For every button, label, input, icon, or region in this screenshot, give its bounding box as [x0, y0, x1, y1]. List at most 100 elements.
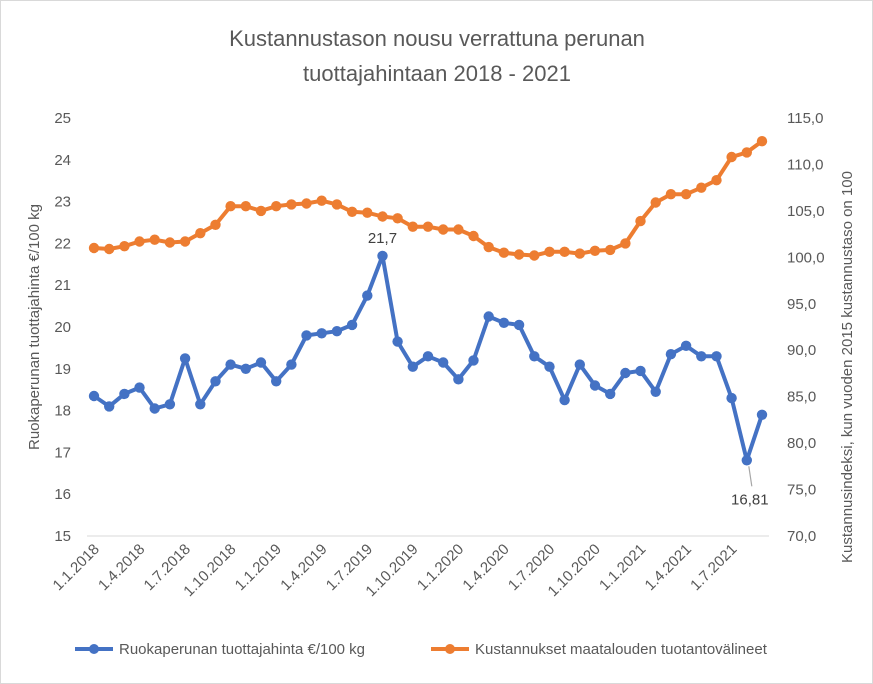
series-0-point[interactable]: [559, 394, 570, 406]
x-tick-label: 1.1.2020: [414, 541, 467, 594]
series-1-point[interactable]: [210, 219, 221, 230]
x-axis-ticks: 1.1.20181.4.20181.7.20181.10.20181.1.201…: [50, 541, 741, 600]
series-1-point[interactable]: [696, 182, 707, 193]
series-0-point[interactable]: [453, 374, 464, 385]
series-0-point[interactable]: [195, 399, 206, 410]
series-1-point[interactable]: [559, 246, 570, 257]
series-1-point[interactable]: [316, 195, 327, 206]
series-0-point[interactable]: [483, 311, 494, 322]
series-0-point[interactable]: [529, 351, 540, 362]
series-1-point[interactable]: [544, 246, 555, 257]
series-1-point[interactable]: [377, 211, 388, 222]
series-1-point[interactable]: [286, 199, 297, 210]
series-1-point[interactable]: [119, 241, 130, 252]
series-0-point[interactable]: [316, 328, 327, 339]
series-1-point[interactable]: [179, 236, 191, 247]
series-0-point[interactable]: [164, 399, 176, 410]
series-0-point[interactable]: [605, 388, 616, 400]
series-0-point[interactable]: [240, 363, 251, 374]
series-0-point[interactable]: [134, 382, 145, 393]
series-0-point[interactable]: [635, 365, 646, 377]
series-1-point[interactable]: [605, 244, 616, 256]
series-0-point[interactable]: [286, 359, 297, 370]
series-0-point[interactable]: [422, 351, 434, 362]
series-0-point[interactable]: [377, 250, 388, 262]
series-0-point[interactable]: [680, 340, 692, 351]
series-0-point[interactable]: [650, 386, 661, 397]
left-tick-label: 21: [54, 277, 71, 294]
series-1-point[interactable]: [301, 198, 312, 209]
series-0-point[interactable]: [331, 326, 343, 337]
series-0-point[interactable]: [711, 351, 722, 362]
series-0-point[interactable]: [255, 357, 267, 368]
series-0-point[interactable]: [513, 319, 525, 331]
series-0-point[interactable]: [119, 388, 130, 400]
legend-item-potato-price[interactable]: Ruokaperunan tuottajahinta €/100 kg: [75, 641, 365, 658]
series-1-point[interactable]: [665, 189, 677, 200]
series-1-point[interactable]: [331, 199, 343, 210]
series-0-point[interactable]: [392, 336, 403, 347]
series-1-point[interactable]: [635, 215, 646, 227]
series-0-point[interactable]: [179, 353, 191, 364]
series-1-point[interactable]: [346, 206, 358, 217]
series-0-point[interactable]: [210, 376, 221, 387]
series-1-point[interactable]: [468, 230, 479, 242]
series-0-point[interactable]: [620, 367, 631, 379]
series-1-point[interactable]: [650, 197, 661, 208]
series-1-point[interactable]: [134, 236, 145, 247]
series-1-point[interactable]: [756, 136, 768, 147]
series-1-point[interactable]: [422, 221, 434, 232]
series-1-point[interactable]: [498, 247, 510, 258]
series-0-point[interactable]: [104, 401, 115, 412]
series-1-point[interactable]: [589, 245, 601, 256]
series-0-point[interactable]: [696, 351, 707, 362]
series-0-point[interactable]: [407, 361, 418, 372]
series-1-point[interactable]: [240, 201, 251, 212]
series-1-point[interactable]: [164, 237, 176, 248]
x-tick-label: 1.4.2020: [459, 541, 512, 594]
series-0-point[interactable]: [225, 359, 236, 370]
series-1-point[interactable]: [392, 213, 403, 224]
series-0-point[interactable]: [271, 376, 282, 387]
series-0-point[interactable]: [589, 380, 601, 391]
series-1-point[interactable]: [407, 221, 418, 232]
series-0-point[interactable]: [741, 455, 752, 466]
series-1-point[interactable]: [362, 207, 373, 218]
series-1-point[interactable]: [574, 248, 585, 259]
series-1-point[interactable]: [711, 175, 722, 186]
series-1-point[interactable]: [255, 205, 267, 217]
series-0-point[interactable]: [362, 290, 373, 301]
series-1-point[interactable]: [483, 241, 494, 253]
series-1-point[interactable]: [529, 250, 540, 261]
series-1-point[interactable]: [149, 234, 160, 245]
series-1-point[interactable]: [513, 249, 525, 260]
series-0-point[interactable]: [665, 349, 677, 360]
series-1-point[interactable]: [741, 147, 752, 158]
series-0-point[interactable]: [498, 317, 510, 328]
series-1-point[interactable]: [225, 201, 236, 212]
right-tick-label: 85,0: [787, 389, 816, 406]
annotation-layer: 21,7 16,81: [368, 230, 769, 508]
series-0-point[interactable]: [726, 392, 737, 404]
series-1-point[interactable]: [726, 151, 737, 163]
series-1-point[interactable]: [195, 228, 206, 239]
series-1-point[interactable]: [271, 201, 282, 212]
legend-item-cost-index[interactable]: Kustannukset maatalouden tuotantovälinee…: [431, 641, 768, 658]
series-1-point[interactable]: [453, 224, 464, 235]
series-0-point[interactable]: [149, 403, 160, 414]
series-0-point[interactable]: [346, 319, 358, 331]
series-0-point[interactable]: [468, 355, 479, 366]
left-tick-label: 15: [54, 528, 71, 545]
series-0-point[interactable]: [301, 330, 312, 341]
series-0-point[interactable]: [544, 361, 555, 372]
series-1-point[interactable]: [680, 189, 692, 200]
series-1-point[interactable]: [438, 224, 449, 235]
series-1-point[interactable]: [620, 238, 631, 249]
series-1-point[interactable]: [104, 243, 115, 255]
series-1-point[interactable]: [88, 242, 100, 254]
series-0-point[interactable]: [88, 390, 100, 402]
series-0-point[interactable]: [574, 359, 585, 370]
series-0-point[interactable]: [756, 409, 768, 420]
right-tick-label: 95,0: [787, 296, 816, 313]
series-0-point[interactable]: [438, 357, 449, 368]
